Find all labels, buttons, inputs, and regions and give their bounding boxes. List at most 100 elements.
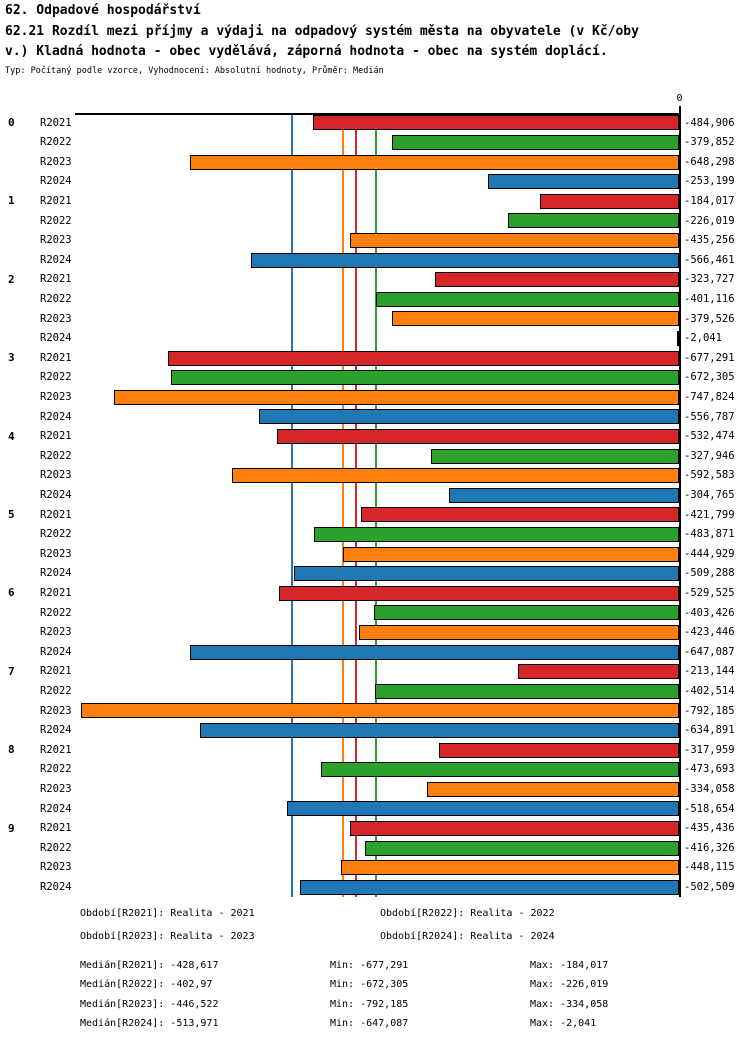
bar-value-label: -556,787 bbox=[684, 410, 735, 423]
bar-r2024-1 bbox=[251, 252, 679, 268]
series-row-label: R2022 bbox=[40, 528, 72, 541]
bar-value-label: -402,514 bbox=[684, 684, 735, 697]
bar-value-label: -213,144 bbox=[684, 665, 735, 678]
zero-axis-label: 0 bbox=[676, 93, 683, 104]
bar-r2022-1 bbox=[508, 213, 679, 229]
category-label-3: 3 bbox=[8, 351, 15, 365]
bar-value-label: -435,436 bbox=[684, 822, 735, 835]
series-row-label: R2024 bbox=[40, 567, 72, 580]
series-row-label: R2022 bbox=[40, 292, 72, 305]
series-row-label: R2023 bbox=[40, 704, 72, 717]
bar-r2023-2 bbox=[392, 311, 679, 327]
bar-r2024-4 bbox=[448, 487, 679, 503]
bar-r2023-3 bbox=[114, 389, 679, 405]
series-row-label: R2022 bbox=[40, 684, 72, 697]
category-label-2: 2 bbox=[8, 272, 15, 286]
bar-r2021-9 bbox=[350, 820, 679, 836]
bar-r2024-2 bbox=[677, 330, 680, 346]
bar-r2024-3 bbox=[258, 409, 679, 425]
median-line-r2021 bbox=[355, 113, 358, 897]
bar-value-label: -401,116 bbox=[684, 292, 735, 305]
bar-value-label: -518,654 bbox=[684, 802, 735, 815]
bar-r2024-0 bbox=[487, 174, 679, 190]
stats-max-r2021: Max: -184,017 bbox=[530, 960, 609, 971]
stats-max-r2023: Max: -334,058 bbox=[530, 999, 609, 1010]
series-row-label: R2021 bbox=[40, 194, 72, 207]
bar-r2024-9 bbox=[299, 879, 679, 895]
bar-r2023-8 bbox=[426, 781, 679, 797]
bar-value-label: -634,891 bbox=[684, 724, 735, 737]
bar-r2024-6 bbox=[190, 644, 679, 660]
legend-item-r2021: Období[R2021]: Realita - 2021 bbox=[80, 908, 255, 919]
bar-value-label: -334,058 bbox=[684, 782, 735, 795]
bar-r2021-0 bbox=[312, 115, 679, 131]
bar-value-label: -792,185 bbox=[684, 704, 735, 717]
series-row-label: R2023 bbox=[40, 469, 72, 482]
bar-r2021-3 bbox=[167, 350, 679, 366]
bar-value-label: -184,017 bbox=[684, 194, 735, 207]
stats-max-r2022: Max: -226,019 bbox=[530, 979, 609, 990]
series-row-label: R2024 bbox=[40, 645, 72, 658]
series-row-label: R2024 bbox=[40, 410, 72, 423]
bar-value-label: -473,693 bbox=[684, 763, 735, 776]
page-subtitle: 62.21 Rozdíl mezi příjmy a výdaji na odp… bbox=[5, 24, 639, 59]
series-row-label: R2023 bbox=[40, 547, 72, 560]
series-row-label: R2023 bbox=[40, 861, 72, 874]
series-row-label: R2024 bbox=[40, 332, 72, 345]
bar-value-label: -483,871 bbox=[684, 528, 735, 541]
bar-r2023-9 bbox=[340, 860, 679, 876]
bar-value-label: -379,526 bbox=[684, 312, 735, 325]
series-row-label: R2023 bbox=[40, 234, 72, 247]
bar-r2023-4 bbox=[231, 468, 679, 484]
bar-value-label: -592,583 bbox=[684, 469, 735, 482]
series-row-label: R2023 bbox=[40, 312, 72, 325]
series-row-label: R2022 bbox=[40, 371, 72, 384]
bar-r2022-7 bbox=[375, 683, 679, 699]
chart-meta: Typ: Počítaný podle vzorce, Vyhodnocení:… bbox=[5, 66, 384, 76]
bar-value-label: -509,288 bbox=[684, 567, 735, 580]
series-row-label: R2021 bbox=[40, 351, 72, 364]
stats-max-r2024: Max: -2,041 bbox=[530, 1018, 597, 1029]
stats-min-r2024: Min: -647,087 bbox=[330, 1018, 409, 1029]
series-row-label: R2021 bbox=[40, 430, 72, 443]
bar-r2021-4 bbox=[276, 428, 679, 444]
category-label-5: 5 bbox=[8, 508, 15, 521]
series-row-label: R2022 bbox=[40, 449, 72, 462]
plot-area: 0 0 R2021 -484,906 R2022 -379,852 R2023 -648,2… bbox=[0, 93, 750, 897]
category-label-7: 7 bbox=[8, 664, 15, 678]
bar-value-label: -529,525 bbox=[684, 586, 735, 599]
legend-item-r2024: Období[R2024]: Realita - 2024 bbox=[380, 931, 555, 942]
category-label-9: 9 bbox=[8, 821, 15, 835]
category-label-6: 6 bbox=[8, 586, 15, 600]
series-row-label: R2021 bbox=[40, 586, 72, 599]
bar-r2023-5 bbox=[343, 546, 679, 562]
bar-r2021-6 bbox=[279, 585, 679, 601]
stats-min-r2022: Min: -672,305 bbox=[330, 979, 409, 990]
bar-value-label: -2,041 bbox=[684, 332, 722, 345]
bar-r2023-7 bbox=[80, 703, 679, 719]
series-row-label: R2022 bbox=[40, 841, 72, 854]
bar-value-label: -327,946 bbox=[684, 449, 735, 462]
bar-r2023-1 bbox=[350, 232, 679, 248]
bar-value-label: -304,765 bbox=[684, 488, 735, 501]
stats-median-r2024: Medián[R2024]: -513,971 bbox=[80, 1018, 219, 1029]
bar-r2024-7 bbox=[199, 722, 679, 738]
bar-value-label: -323,727 bbox=[684, 273, 735, 286]
stats-min-r2023: Min: -792,185 bbox=[330, 999, 409, 1010]
series-row-label: R2023 bbox=[40, 155, 72, 168]
series-row-label: R2022 bbox=[40, 214, 72, 227]
category-label-1: 1 bbox=[8, 194, 15, 208]
bar-r2022-0 bbox=[392, 134, 679, 150]
x-axis-top-line bbox=[75, 113, 681, 115]
stats-median-r2022: Medián[R2022]: -402,97 bbox=[80, 979, 213, 990]
stats-median-r2021: Medián[R2021]: -428,617 bbox=[80, 960, 219, 971]
category-label-0: 0 bbox=[8, 116, 15, 129]
bar-value-label: -532,474 bbox=[684, 430, 735, 443]
category-label-4: 4 bbox=[8, 429, 15, 443]
median-line-r2022 bbox=[374, 113, 377, 897]
bar-value-label: -484,906 bbox=[684, 116, 735, 129]
series-row-label: R2024 bbox=[40, 880, 72, 893]
series-row-label: R2022 bbox=[40, 763, 72, 776]
series-row-label: R2022 bbox=[40, 606, 72, 619]
